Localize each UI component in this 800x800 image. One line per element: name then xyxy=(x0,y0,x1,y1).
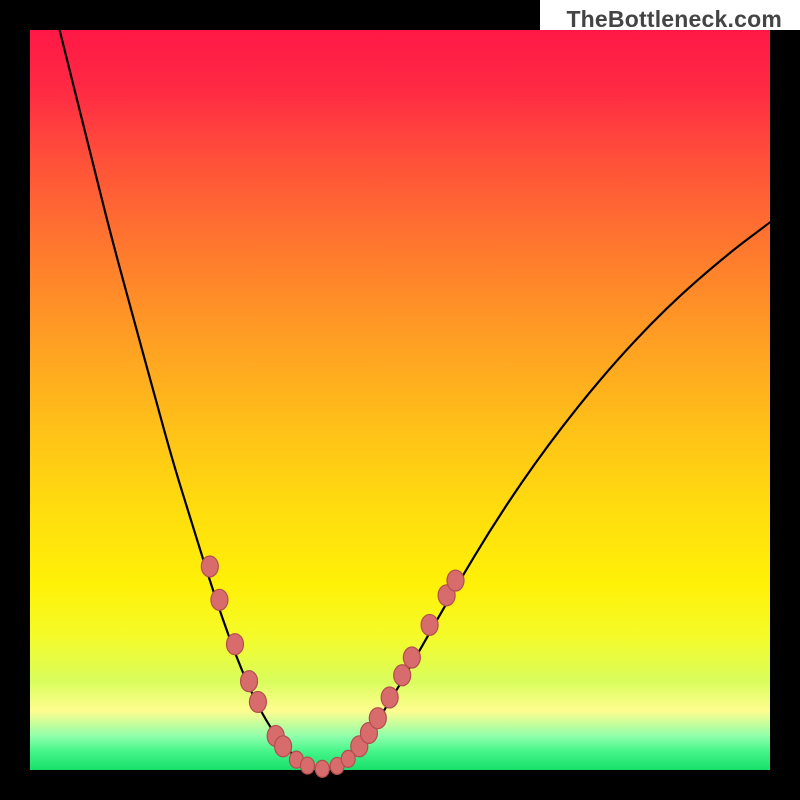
bottom-marker xyxy=(315,760,329,777)
watermark-text: TheBottleneck.com xyxy=(566,6,782,33)
right-marker xyxy=(369,708,386,729)
left-marker xyxy=(211,589,228,610)
chart-frame: TheBottleneck.com xyxy=(0,0,800,800)
right-marker xyxy=(403,647,420,668)
chart-background xyxy=(30,30,770,770)
right-marker xyxy=(421,614,438,635)
left-marker xyxy=(275,736,292,757)
right-marker xyxy=(447,570,464,591)
left-marker xyxy=(226,634,243,655)
right-marker xyxy=(381,687,398,708)
chart-svg xyxy=(0,0,800,800)
bottom-marker xyxy=(301,757,315,774)
left-marker xyxy=(241,671,258,692)
left-marker xyxy=(201,556,218,577)
bottom-marker xyxy=(341,750,355,767)
left-marker xyxy=(249,691,266,712)
right-marker xyxy=(394,665,411,686)
